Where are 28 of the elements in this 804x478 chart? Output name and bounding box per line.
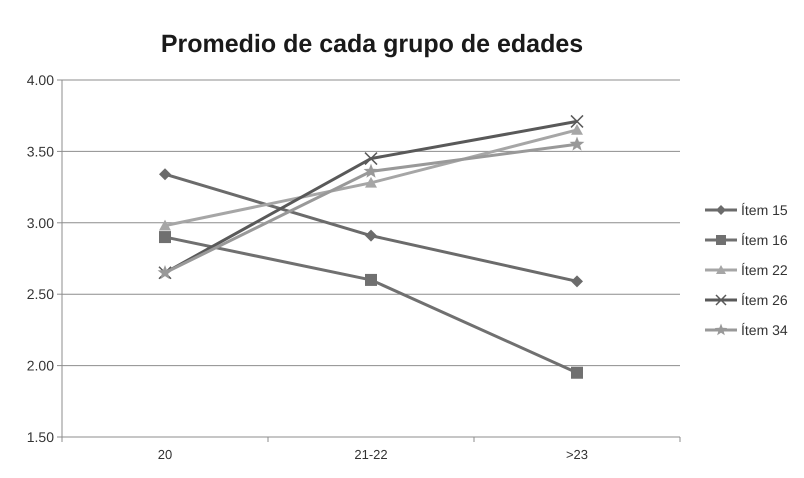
x-tick-label: 21-22: [354, 447, 388, 462]
legend-label: Ítem 22: [741, 262, 788, 278]
legend-label: Ítem 34: [741, 322, 788, 338]
y-tick-label: 2.50: [26, 286, 54, 302]
point: [365, 274, 377, 286]
y-tick-label: 4.00: [26, 72, 54, 88]
y-tick-label: 2.00: [26, 358, 54, 374]
point: [570, 114, 584, 128]
point: [365, 230, 377, 242]
chart-title: Promedio de cada grupo de edades: [160, 30, 584, 58]
x-tick-label: 20: [158, 447, 172, 462]
point: [159, 168, 171, 180]
point: [570, 136, 584, 151]
point: [159, 231, 171, 244]
legend-label: Ítem 16: [741, 232, 788, 248]
point: [571, 275, 583, 288]
y-tick-label: 1.50: [26, 429, 54, 445]
point: [571, 366, 583, 379]
point: [159, 220, 171, 230]
point: [571, 124, 583, 135]
x-tick-label: >23: [566, 447, 588, 462]
point: [364, 152, 378, 166]
point: [364, 164, 378, 178]
legend-label: Ítem 26: [741, 292, 788, 308]
legend-label: Ítem 15: [741, 202, 788, 218]
y-tick-label: 3.50: [26, 143, 54, 160]
point: [365, 176, 377, 188]
y-tick-label: 3.00: [26, 214, 54, 231]
